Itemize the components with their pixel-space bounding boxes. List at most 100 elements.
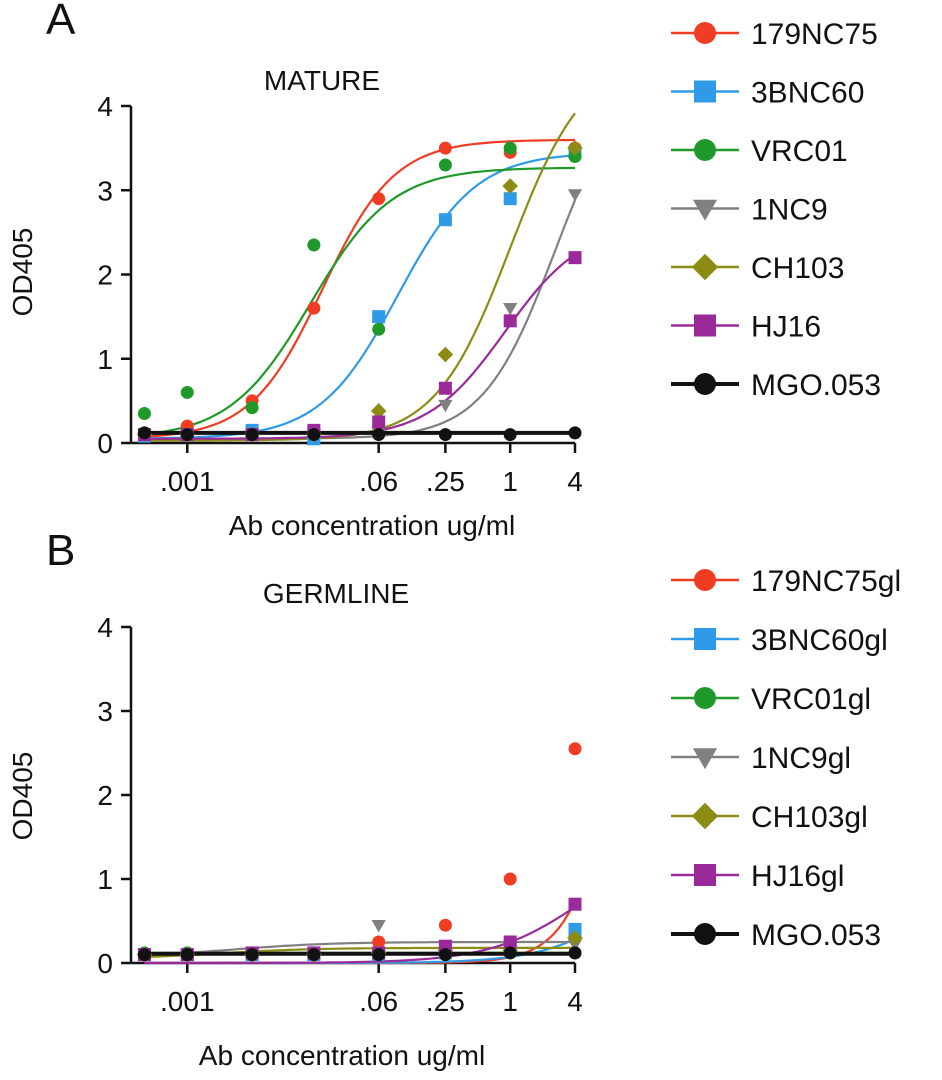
y-tick-label: 3 — [97, 696, 113, 727]
legend-marker — [694, 569, 716, 591]
data-point-HJ16 — [568, 251, 582, 265]
data-point-179NC75gl — [438, 918, 452, 932]
legend-label: MGO.053 — [751, 369, 881, 402]
x-axis-title: Ab concentration ug/ml — [229, 510, 515, 541]
y-axis-title: OD405 — [7, 752, 38, 841]
data-point-HJ16gl — [568, 897, 582, 911]
panel-b: B GERMLINE OD405 Ab concentration ug/ml … — [7, 526, 901, 1071]
legend-label: VRC01gl — [751, 683, 871, 716]
data-point-CH103 — [567, 140, 583, 156]
legend: 179NC75gl 3BNC60gl VRC01gl 1NC9gl CH103gl HJ1… — [671, 565, 901, 952]
y-axis-title: OD405 — [7, 228, 38, 317]
data-point-VRC01 — [438, 158, 452, 172]
data-point-HJ16 — [503, 314, 517, 328]
legend-label: 3BNC60gl — [751, 624, 888, 657]
data-point-VRC01 — [180, 385, 194, 399]
y-tick-label: 2 — [97, 780, 113, 811]
data-point-MGO.053 — [245, 948, 259, 962]
data-point-1NC9 — [567, 189, 583, 202]
data-point-179NC75gl — [372, 935, 386, 949]
data-point-MGO.053 — [137, 948, 151, 962]
data-point-1NC9 — [503, 303, 518, 316]
x-tick-label: .001 — [160, 986, 215, 1017]
x-tick-label: 1 — [502, 466, 518, 497]
legend: 179NC75 3BNC60 VRC01 1NC9 CH103 HJ16 MGO.053 — [671, 18, 881, 402]
legend-label: 1NC9gl — [751, 742, 851, 775]
x-tick-label: 4 — [567, 466, 583, 497]
y-tick-label: 1 — [97, 344, 113, 375]
legend-marker — [691, 802, 719, 830]
data-point-VRC01 — [307, 238, 321, 252]
data-point-MGO.053 — [245, 428, 259, 442]
data-point-1NC9gl — [371, 920, 386, 933]
data-point-MGO.053 — [438, 428, 452, 442]
data-point-3BNC60gl — [568, 922, 582, 936]
data-points — [136, 742, 583, 963]
data-point-3BNC60 — [438, 213, 452, 227]
y-tick-label: 4 — [97, 91, 113, 122]
panel-label: B — [46, 526, 75, 575]
axes: 0 1 2 3 4 .001 .06 .25 1 4 — [97, 91, 582, 497]
legend-label: MGO.053 — [751, 919, 881, 952]
legend-marker — [691, 253, 719, 281]
data-point-179NC75 — [372, 192, 386, 206]
y-tick-label: 0 — [97, 428, 113, 459]
y-tick-label: 4 — [97, 612, 113, 643]
legend-label: 179NC75gl — [751, 565, 901, 598]
data-point-179NC75 — [307, 301, 321, 315]
data-point-CH103 — [437, 346, 454, 363]
data-point-179NC75gl — [568, 742, 582, 756]
x-tick-label: 1 — [502, 986, 518, 1017]
data-point-MGO.053 — [503, 428, 517, 442]
x-tick-label: .25 — [426, 986, 465, 1017]
data-point-VRC01 — [245, 401, 259, 415]
data-point-MGO.053 — [438, 948, 452, 962]
data-point-MGO.053 — [307, 948, 321, 962]
legend-label: 3BNC60 — [751, 77, 864, 110]
legend-marker — [694, 80, 716, 103]
data-point-HJ16 — [372, 415, 386, 429]
legend-label: CH103gl — [751, 801, 868, 834]
legend-marker — [694, 314, 716, 337]
data-point-HJ16 — [438, 381, 452, 395]
legend-marker — [694, 687, 716, 709]
data-point-MGO.053 — [372, 948, 386, 962]
x-tick-label: .25 — [426, 466, 465, 497]
data-point-CH103 — [370, 403, 387, 419]
data-point-3BNC60 — [372, 310, 386, 324]
data-point-CH103gl — [567, 930, 583, 946]
data-point-HJ16gl — [503, 935, 517, 949]
legend-marker — [692, 748, 718, 770]
panel-label: A — [46, 0, 76, 44]
fit-curve-179NC75 — [144, 138, 575, 438]
fit-curve-VRC01 — [144, 166, 576, 436]
data-points — [136, 140, 583, 446]
legend-label: VRC01 — [751, 135, 848, 168]
y-tick-label: 2 — [97, 260, 113, 291]
data-point-VRC01 — [372, 322, 386, 336]
legend-marker — [694, 864, 716, 886]
data-point-MGO.053 — [568, 426, 582, 440]
data-point-MGO.053 — [372, 428, 386, 442]
chart-title: MATURE — [264, 65, 380, 96]
data-point-MGO.053 — [180, 428, 194, 442]
legend-marker — [694, 628, 716, 650]
data-point-MGO.053 — [503, 946, 517, 960]
fit-curve-CH103 — [144, 112, 576, 442]
x-tick-label: .001 — [160, 466, 215, 497]
x-tick-label: .06 — [359, 466, 398, 497]
data-point-MGO.053 — [180, 948, 194, 962]
x-tick-label: 4 — [567, 986, 583, 1017]
x-tick-label: .06 — [359, 986, 398, 1017]
fit-curve-HJ16gl — [144, 906, 576, 965]
fit-curve-1NC9gl — [144, 940, 575, 956]
fit-curves — [144, 112, 577, 442]
legend-label: 179NC75 — [751, 18, 878, 51]
data-point-CH103 — [502, 178, 518, 194]
legend-marker — [694, 139, 716, 161]
chart-title: GERMLINE — [263, 578, 409, 609]
data-point-179NC75 — [438, 141, 452, 155]
legend-marker — [694, 373, 716, 395]
legend-label: 1NC9 — [751, 194, 828, 227]
